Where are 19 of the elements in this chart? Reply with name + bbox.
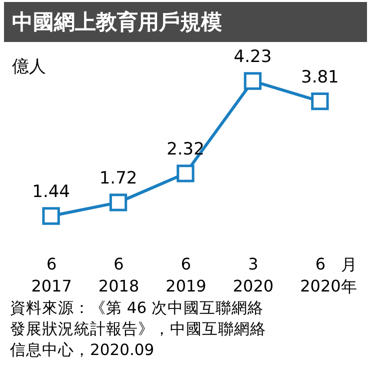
data-label: 1.72 [99,168,138,188]
point [42,207,60,225]
data-label: 3.81 [301,67,339,88]
point [109,194,128,212]
point [176,164,194,182]
point [244,72,262,90]
data-label: 2.32 [166,139,204,160]
x-tick-label: 6 2018 [98,254,140,296]
chart-title: 中國網上教育用戶規模 [12,10,222,34]
point [311,92,329,110]
source-note: 資料來源：《第 46 次中國互聯網絡發展狀況統計報告》，中國互聯網絡信息中心，2020.09 [10,299,266,359]
y-axis-title: 億人 [12,57,46,77]
x-tick-label: 6 2017 [31,254,72,296]
x-tick-label: 6 2019 [166,254,206,296]
data-label: 4.23 [234,47,272,67]
text: 月年 [341,255,357,296]
x-tick-label: 6 2020 [300,254,341,296]
x-tick-label: 3 2020 [232,254,274,296]
data-label: 1.44 [32,182,70,202]
